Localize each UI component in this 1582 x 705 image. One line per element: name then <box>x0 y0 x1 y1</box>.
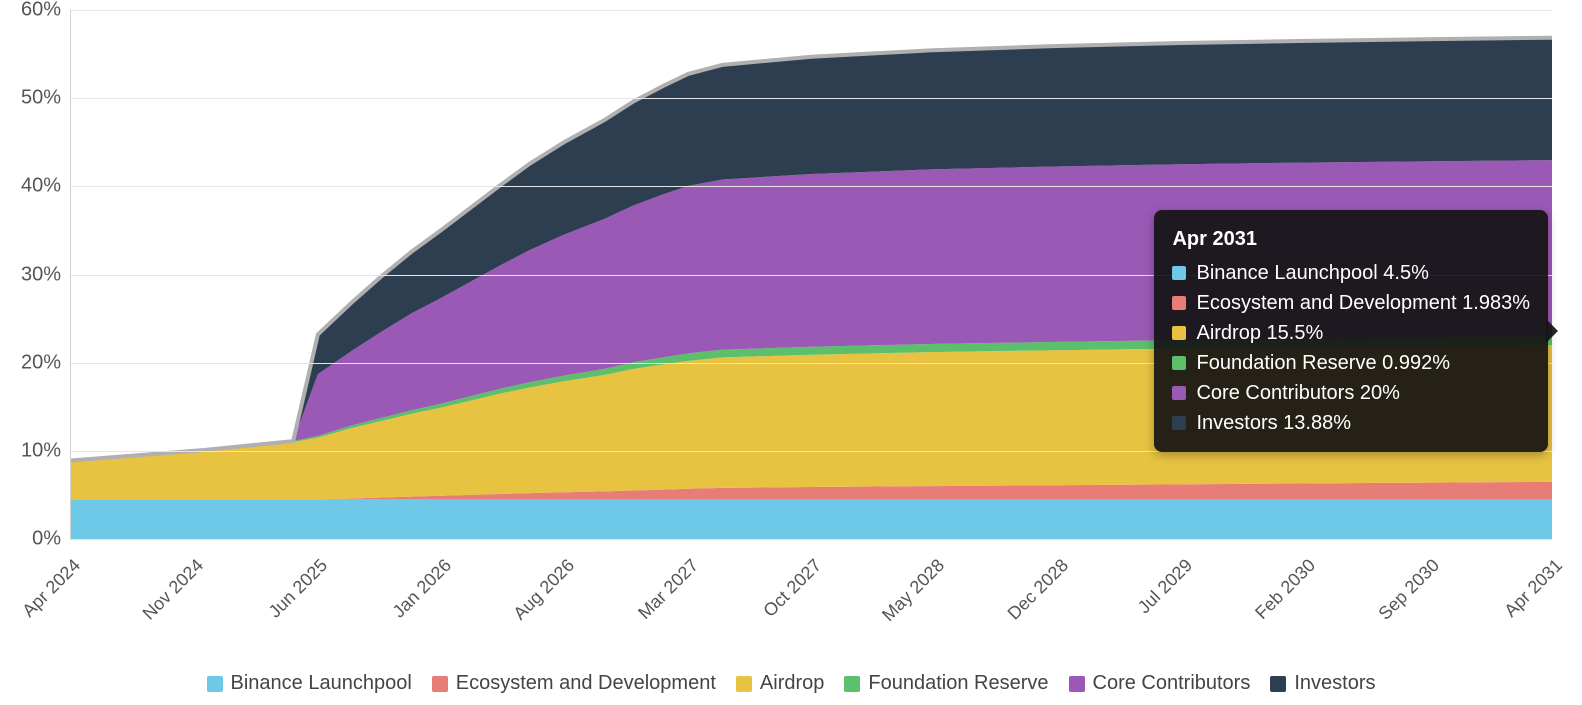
legend-item[interactable]: Investors <box>1270 672 1375 695</box>
tooltip-row: Binance Launchpool 4.5% <box>1172 258 1530 288</box>
x-tick-label: Apr 2024 <box>18 555 85 622</box>
y-tick-label: 60% <box>11 0 61 22</box>
legend-swatch-icon <box>432 676 448 692</box>
legend-label: Ecosystem and Development <box>456 672 716 695</box>
legend-item[interactable]: Binance Launchpool <box>207 672 412 695</box>
legend-label: Binance Launchpool <box>231 672 412 695</box>
chart-legend: Binance Launchpool Ecosystem and Developm… <box>0 672 1582 695</box>
legend-swatch-icon <box>736 676 752 692</box>
legend-label: Airdrop <box>760 672 824 695</box>
y-tick-label: 40% <box>11 175 61 198</box>
x-tick-label: May 2028 <box>879 555 950 626</box>
y-tick-label: 50% <box>11 87 61 110</box>
chart-tooltip: Apr 2031 Binance Launchpool 4.5%Ecosyste… <box>1154 210 1548 452</box>
legend-swatch-icon <box>1069 676 1085 692</box>
tooltip-swatch-icon <box>1172 266 1186 280</box>
x-tick-label: Sep 2030 <box>1374 555 1443 624</box>
y-tick-label: 30% <box>11 263 61 286</box>
x-tick-label: Feb 2030 <box>1251 555 1320 624</box>
legend-label: Investors <box>1294 672 1375 695</box>
gridline-h <box>71 98 1552 99</box>
x-tick-label: Aug 2026 <box>509 555 578 624</box>
tooltip-row: Investors 13.88% <box>1172 408 1530 438</box>
gridline-h <box>71 10 1552 11</box>
legend-label: Core Contributors <box>1093 672 1251 695</box>
tooltip-title: Apr 2031 <box>1172 224 1530 254</box>
tooltip-swatch-icon <box>1172 326 1186 340</box>
tooltip-value: Core Contributors 20% <box>1196 378 1399 408</box>
x-tick-label: Jul 2029 <box>1133 555 1196 618</box>
y-tick-label: 10% <box>11 439 61 462</box>
tooltip-swatch-icon <box>1172 386 1186 400</box>
x-tick-label: Dec 2028 <box>1004 555 1073 624</box>
x-tick-label: Apr 2031 <box>1500 555 1567 622</box>
area-binance[interactable] <box>71 499 1552 539</box>
x-tick-label: Jan 2026 <box>388 555 455 622</box>
y-tick-label: 20% <box>11 351 61 374</box>
legend-item[interactable]: Ecosystem and Development <box>432 672 716 695</box>
x-tick-label: Jun 2025 <box>265 555 332 622</box>
tooltip-value: Ecosystem and Development 1.983% <box>1196 288 1530 318</box>
x-axis-labels: Apr 2024Nov 2024Jun 2025Jan 2026Aug 2026… <box>70 555 1552 635</box>
x-tick-label: Nov 2024 <box>139 555 208 624</box>
tooltip-row: Foundation Reserve 0.992% <box>1172 348 1530 378</box>
legend-item[interactable]: Foundation Reserve <box>844 672 1048 695</box>
legend-swatch-icon <box>1270 676 1286 692</box>
gridline-h <box>71 539 1552 540</box>
legend-item[interactable]: Core Contributors <box>1069 672 1251 695</box>
legend-swatch-icon <box>207 676 223 692</box>
gridline-h <box>71 186 1552 187</box>
tooltip-arrow-icon <box>1546 319 1558 343</box>
tooltip-rows: Binance Launchpool 4.5%Ecosystem and Dev… <box>1172 258 1530 438</box>
tooltip-row: Airdrop 15.5% <box>1172 318 1530 348</box>
tooltip-row: Ecosystem and Development 1.983% <box>1172 288 1530 318</box>
x-tick-label: Oct 2027 <box>759 555 826 622</box>
y-tick-label: 0% <box>11 528 61 551</box>
legend-item[interactable]: Airdrop <box>736 672 824 695</box>
legend-swatch-icon <box>844 676 860 692</box>
legend-label: Foundation Reserve <box>868 672 1048 695</box>
tooltip-swatch-icon <box>1172 296 1186 310</box>
x-tick-label: Mar 2027 <box>634 555 703 624</box>
tooltip-swatch-icon <box>1172 416 1186 430</box>
tooltip-value: Investors 13.88% <box>1196 408 1351 438</box>
token-release-chart: 0% 10% 20% 30% 40% 50% 60% Apr 2024 Nov 2024 Jun… <box>0 0 1582 705</box>
tooltip-value: Foundation Reserve 0.992% <box>1196 348 1450 378</box>
tooltip-value: Airdrop 15.5% <box>1196 318 1323 348</box>
tooltip-value: Binance Launchpool 4.5% <box>1196 258 1428 288</box>
tooltip-swatch-icon <box>1172 356 1186 370</box>
tooltip-row: Core Contributors 20% <box>1172 378 1530 408</box>
